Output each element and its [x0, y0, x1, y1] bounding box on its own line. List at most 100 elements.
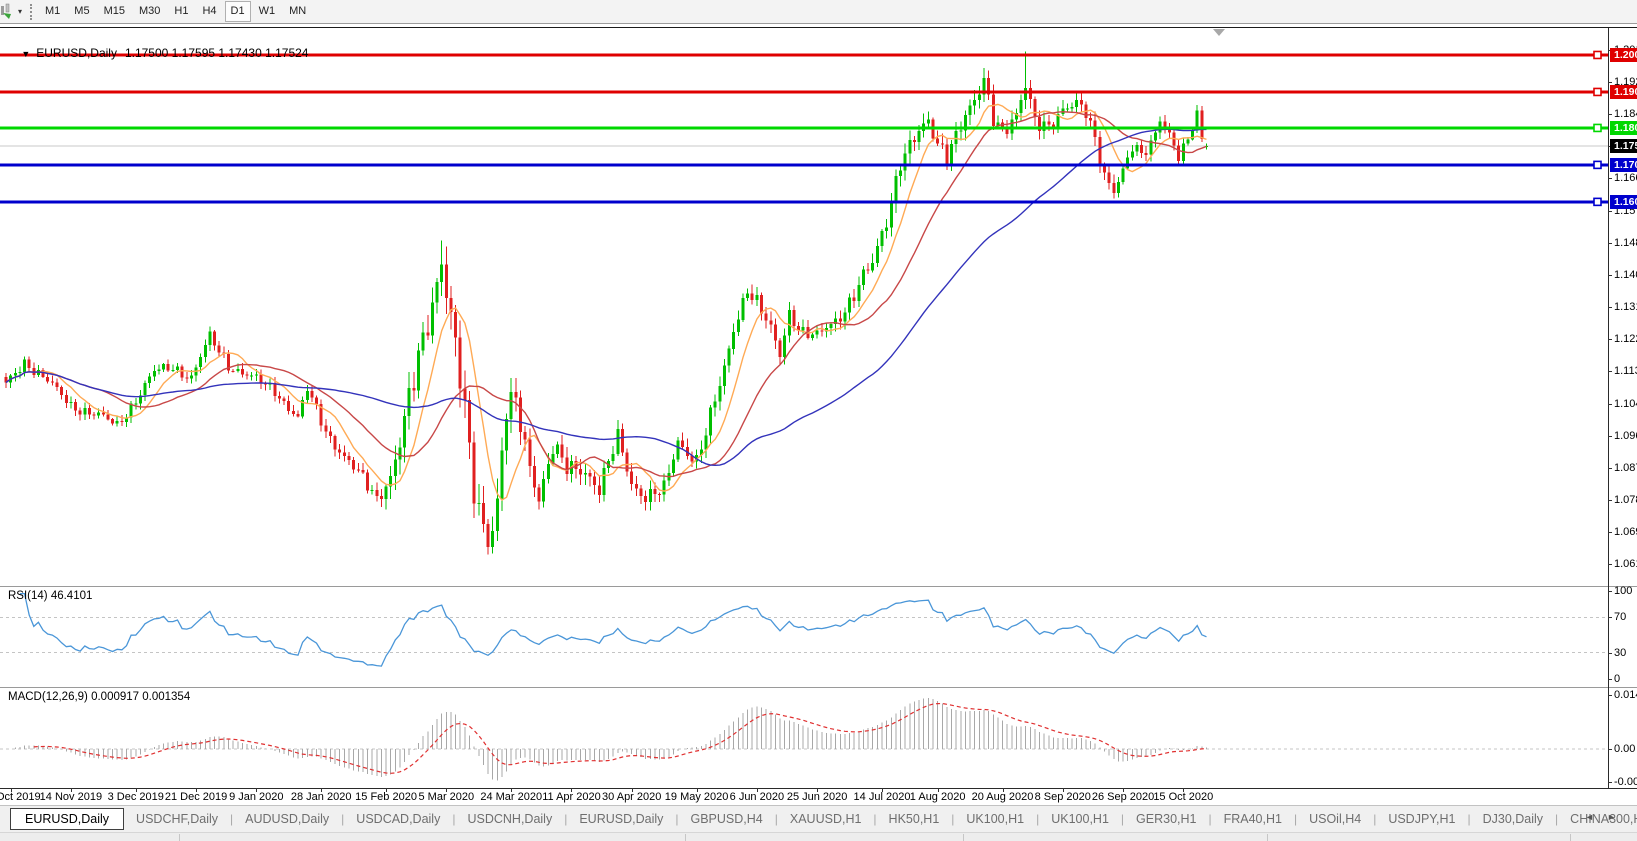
- chart-tab-eurusd-daily[interactable]: EURUSD,Daily: [579, 812, 664, 826]
- tab-separator: |: [873, 812, 877, 826]
- tab-separator: |: [1467, 812, 1471, 826]
- date-label: 21 Dec 2019: [164, 791, 228, 803]
- timeframe-button-h4[interactable]: H4: [202, 5, 217, 17]
- hline-handle-1.17014[interactable]: [1593, 160, 1602, 170]
- rsi-tick: [1608, 591, 1612, 592]
- timeframe-button-m30[interactable]: M30: [138, 5, 161, 17]
- chart-tab-usoil-h4[interactable]: USOil,H4: [1309, 812, 1362, 826]
- date-label: 6 Jun 2020: [729, 791, 785, 803]
- date-tick: [1123, 788, 1125, 792]
- chart-cursor-icon[interactable]: [0, 3, 16, 21]
- price-axis-line: [1608, 28, 1609, 788]
- tab-separator: |: [341, 812, 345, 826]
- chart-tab-xauusd-h1[interactable]: XAUUSD,H1: [789, 812, 862, 826]
- macd-histogram: [14, 697, 1207, 781]
- date-tick: [1062, 788, 1064, 792]
- chart-tab-gbpusd-h4[interactable]: GBPUSD,H4: [690, 812, 763, 826]
- chart-title: ▼ EURUSD,Daily 1.17500 1.17595 1.17430 1.1…: [8, 32, 308, 74]
- chart-tab-usdjpy-h1[interactable]: USDJPY,H1: [1388, 812, 1456, 826]
- date-tick: [1002, 788, 1004, 792]
- timeframe-button-mn[interactable]: MN: [289, 5, 307, 17]
- rsi-line: [19, 592, 1207, 667]
- chart-tab-china300-h1[interactable]: CHINA300,H1: [1570, 812, 1637, 826]
- date-tick: [446, 788, 448, 792]
- price-tick: [1608, 467, 1612, 469]
- date-label: 1 Aug 2020: [909, 791, 966, 803]
- timeframe-toolbar: ▾ M1 M5 M15 M30 H1 H4 D1 W1 MN: [0, 0, 1637, 24]
- date-tick: [511, 788, 513, 792]
- chart-tab-usdchf-daily[interactable]: USDCHF,Daily: [136, 812, 218, 826]
- timeframe-button-h1[interactable]: H1: [174, 5, 189, 17]
- tab-separator: |: [675, 812, 679, 826]
- chart-tab-bar: EURUSD,Daily USDCHF,Daily | AUDUSD,Daily | US…: [0, 805, 1637, 832]
- toolbar-grip-handle[interactable]: [30, 3, 33, 20]
- price-tick-label: 1.10480: [1614, 397, 1637, 410]
- price-tick: [1608, 531, 1612, 533]
- date-label: 26 Oct 2019: [0, 791, 41, 803]
- date-label: 14 Nov 2019: [39, 791, 103, 803]
- price-tick: [1608, 435, 1612, 437]
- price-tick: [1608, 403, 1612, 405]
- chart-tab-uk100-h1[interactable]: UK100,H1: [1051, 812, 1109, 826]
- timeframe-button-m5[interactable]: M5: [74, 5, 90, 17]
- chart-tab-dj30-daily[interactable]: DJ30,Daily: [1482, 812, 1544, 826]
- chart-shift-marker[interactable]: [1213, 29, 1225, 36]
- date-label: 15 Feb 2020: [355, 791, 417, 803]
- tab-separator: |: [1208, 812, 1212, 826]
- price-tick-label: 1.08730: [1614, 461, 1637, 474]
- price-tick-label: 1.09605: [1614, 429, 1637, 442]
- chart-tab-uk100-h1[interactable]: UK100,H1: [966, 812, 1025, 826]
- chart-tab-usdcad-daily[interactable]: USDCAD,Daily: [356, 812, 441, 826]
- macd-tick-label: -0.009001: [1614, 776, 1637, 788]
- macd-label: MACD(12,26,9) 0.000917 0.001354: [8, 691, 191, 703]
- price-tick: [1608, 82, 1612, 83]
- chart-collapse-caret-icon[interactable]: ▼: [21, 49, 31, 59]
- timeframe-button-m15[interactable]: M15: [103, 5, 125, 17]
- date-tick: [817, 788, 819, 792]
- tab-scroll-right-icon[interactable]: ►: [1607, 812, 1616, 822]
- rsi-tick: [1608, 652, 1612, 654]
- price-tick-label: 1.06980: [1614, 525, 1637, 538]
- chart-window-border: [0, 27, 1637, 28]
- pane-separator-rsi[interactable]: [0, 586, 1637, 588]
- price-tick: [1608, 563, 1612, 565]
- chart-tab-eurusd-daily[interactable]: EURUSD,Daily: [10, 808, 125, 830]
- chart-tab-hk50-h1[interactable]: HK50,H1: [888, 812, 940, 826]
- timeframe-button-w1[interactable]: W1: [258, 5, 276, 17]
- ma-fast-line: [5, 103, 1207, 502]
- price-line-label-1.20019: 1.20019: [1610, 47, 1637, 62]
- pane-separator-macd[interactable]: [0, 687, 1637, 689]
- rsi-tick-label: 30: [1614, 646, 1627, 659]
- ma-medium-line: [5, 111, 1207, 478]
- price-tick-label: 1.14005: [1614, 268, 1637, 281]
- timeframe-button-d1[interactable]: D1: [224, 1, 251, 22]
- price-tick: [1608, 114, 1612, 115]
- timeframe-buttons: M1 M5 M15 M30 H1 H4 D1 W1 MN: [38, 0, 313, 24]
- date-tick: [631, 788, 633, 792]
- hline-handle-1.18024[interactable]: [1593, 123, 1602, 133]
- hline-handle-1.16003[interactable]: [1593, 197, 1602, 207]
- chart-tab-usdcnh-daily[interactable]: USDCNH,Daily: [467, 812, 553, 826]
- rsi-pane[interactable]: [0, 589, 1608, 687]
- chart-tab-audusd-daily[interactable]: AUDUSD,Daily: [245, 812, 330, 826]
- chart-tab-ger30-h1[interactable]: GER30,H1: [1136, 812, 1197, 826]
- chart-tab-fra40-h1[interactable]: FRA40,H1: [1223, 812, 1282, 826]
- toolbar-dropdown-caret-icon[interactable]: ▾: [18, 7, 23, 16]
- tab-separator: |: [1120, 812, 1125, 826]
- price-line-label-1.19008: 1.19008: [1610, 84, 1637, 99]
- timeframe-button-m1[interactable]: M1: [45, 5, 61, 17]
- chart-title-ohlc: 1.17500 1.17595 1.17430 1.17524: [124, 46, 309, 60]
- price-line-label-1.18024: 1.18024: [1610, 120, 1637, 135]
- hline-handle-1.19008[interactable]: [1593, 87, 1602, 97]
- ma-slow-line: [5, 128, 1207, 467]
- tab-scroll-left-icon[interactable]: ◄: [1585, 812, 1594, 822]
- price-chart-pane[interactable]: [0, 28, 1608, 586]
- candlestick-series: [4, 51, 1208, 555]
- current-price-label: 1.17524: [1610, 139, 1637, 154]
- date-label: 14 Jul 2020: [853, 791, 911, 803]
- date-tick: [937, 788, 939, 792]
- hline-handle-1.20019[interactable]: [1593, 50, 1602, 60]
- macd-pane[interactable]: [0, 690, 1608, 788]
